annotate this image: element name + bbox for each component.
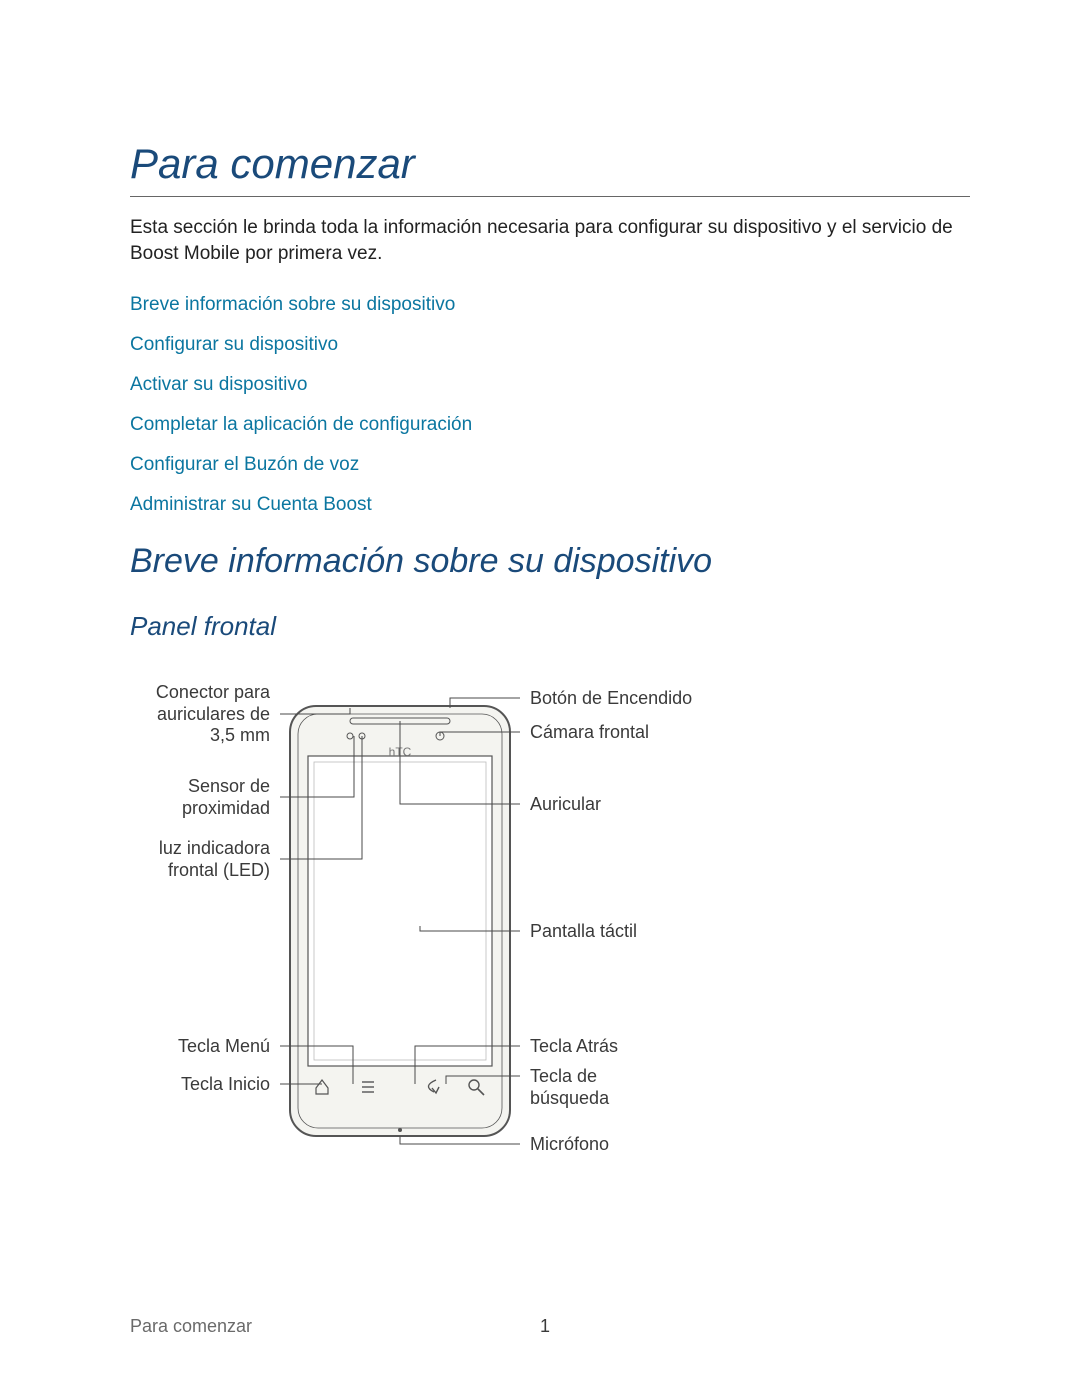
toc-link[interactable]: Activar su dispositivo: [130, 374, 307, 395]
intro-text: Esta sección le brinda toda la informaci…: [130, 215, 970, 266]
diagram-label-home: Tecla Inicio: [181, 1074, 270, 1096]
toc-link[interactable]: Completar la aplicación de configuración: [130, 414, 472, 435]
page-title: Para comenzar: [130, 140, 970, 197]
diagram-label-power: Botón de Encendido: [530, 688, 692, 710]
toc-list: Breve información sobre su dispositivo C…: [130, 294, 970, 516]
diagram-label-menu: Tecla Menú: [178, 1036, 270, 1058]
toc-link[interactable]: Breve información sobre su dispositivo: [130, 294, 455, 315]
diagram-label-search: Tecla de búsqueda: [530, 1066, 609, 1109]
diagram-label-prox: Sensor de proximidad: [182, 776, 270, 819]
diagram-label-fcam: Cámara frontal: [530, 722, 649, 744]
footer-text: Para comenzar: [130, 1316, 252, 1337]
page-number: 1: [540, 1316, 550, 1337]
section-heading: Breve información sobre su dispositivo: [130, 542, 970, 581]
phone-diagram: hTC Conector para auriculares de 3,5 mmS…: [130, 666, 950, 1186]
subsection-heading: Panel frontal: [130, 611, 970, 642]
toc-link[interactable]: Administrar su Cuenta Boost: [130, 494, 372, 515]
diagram-label-touch: Pantalla táctil: [530, 921, 637, 943]
diagram-label-back: Tecla Atrás: [530, 1036, 618, 1058]
diagram-label-jack: Conector para auriculares de 3,5 mm: [156, 682, 270, 747]
toc-link[interactable]: Configurar su dispositivo: [130, 334, 338, 355]
diagram-label-mic: Micrófono: [530, 1134, 609, 1156]
toc-link[interactable]: Configurar el Buzón de voz: [130, 454, 359, 475]
diagram-label-ear: Auricular: [530, 794, 601, 816]
diagram-label-led: luz indicadora frontal (LED): [159, 838, 270, 881]
